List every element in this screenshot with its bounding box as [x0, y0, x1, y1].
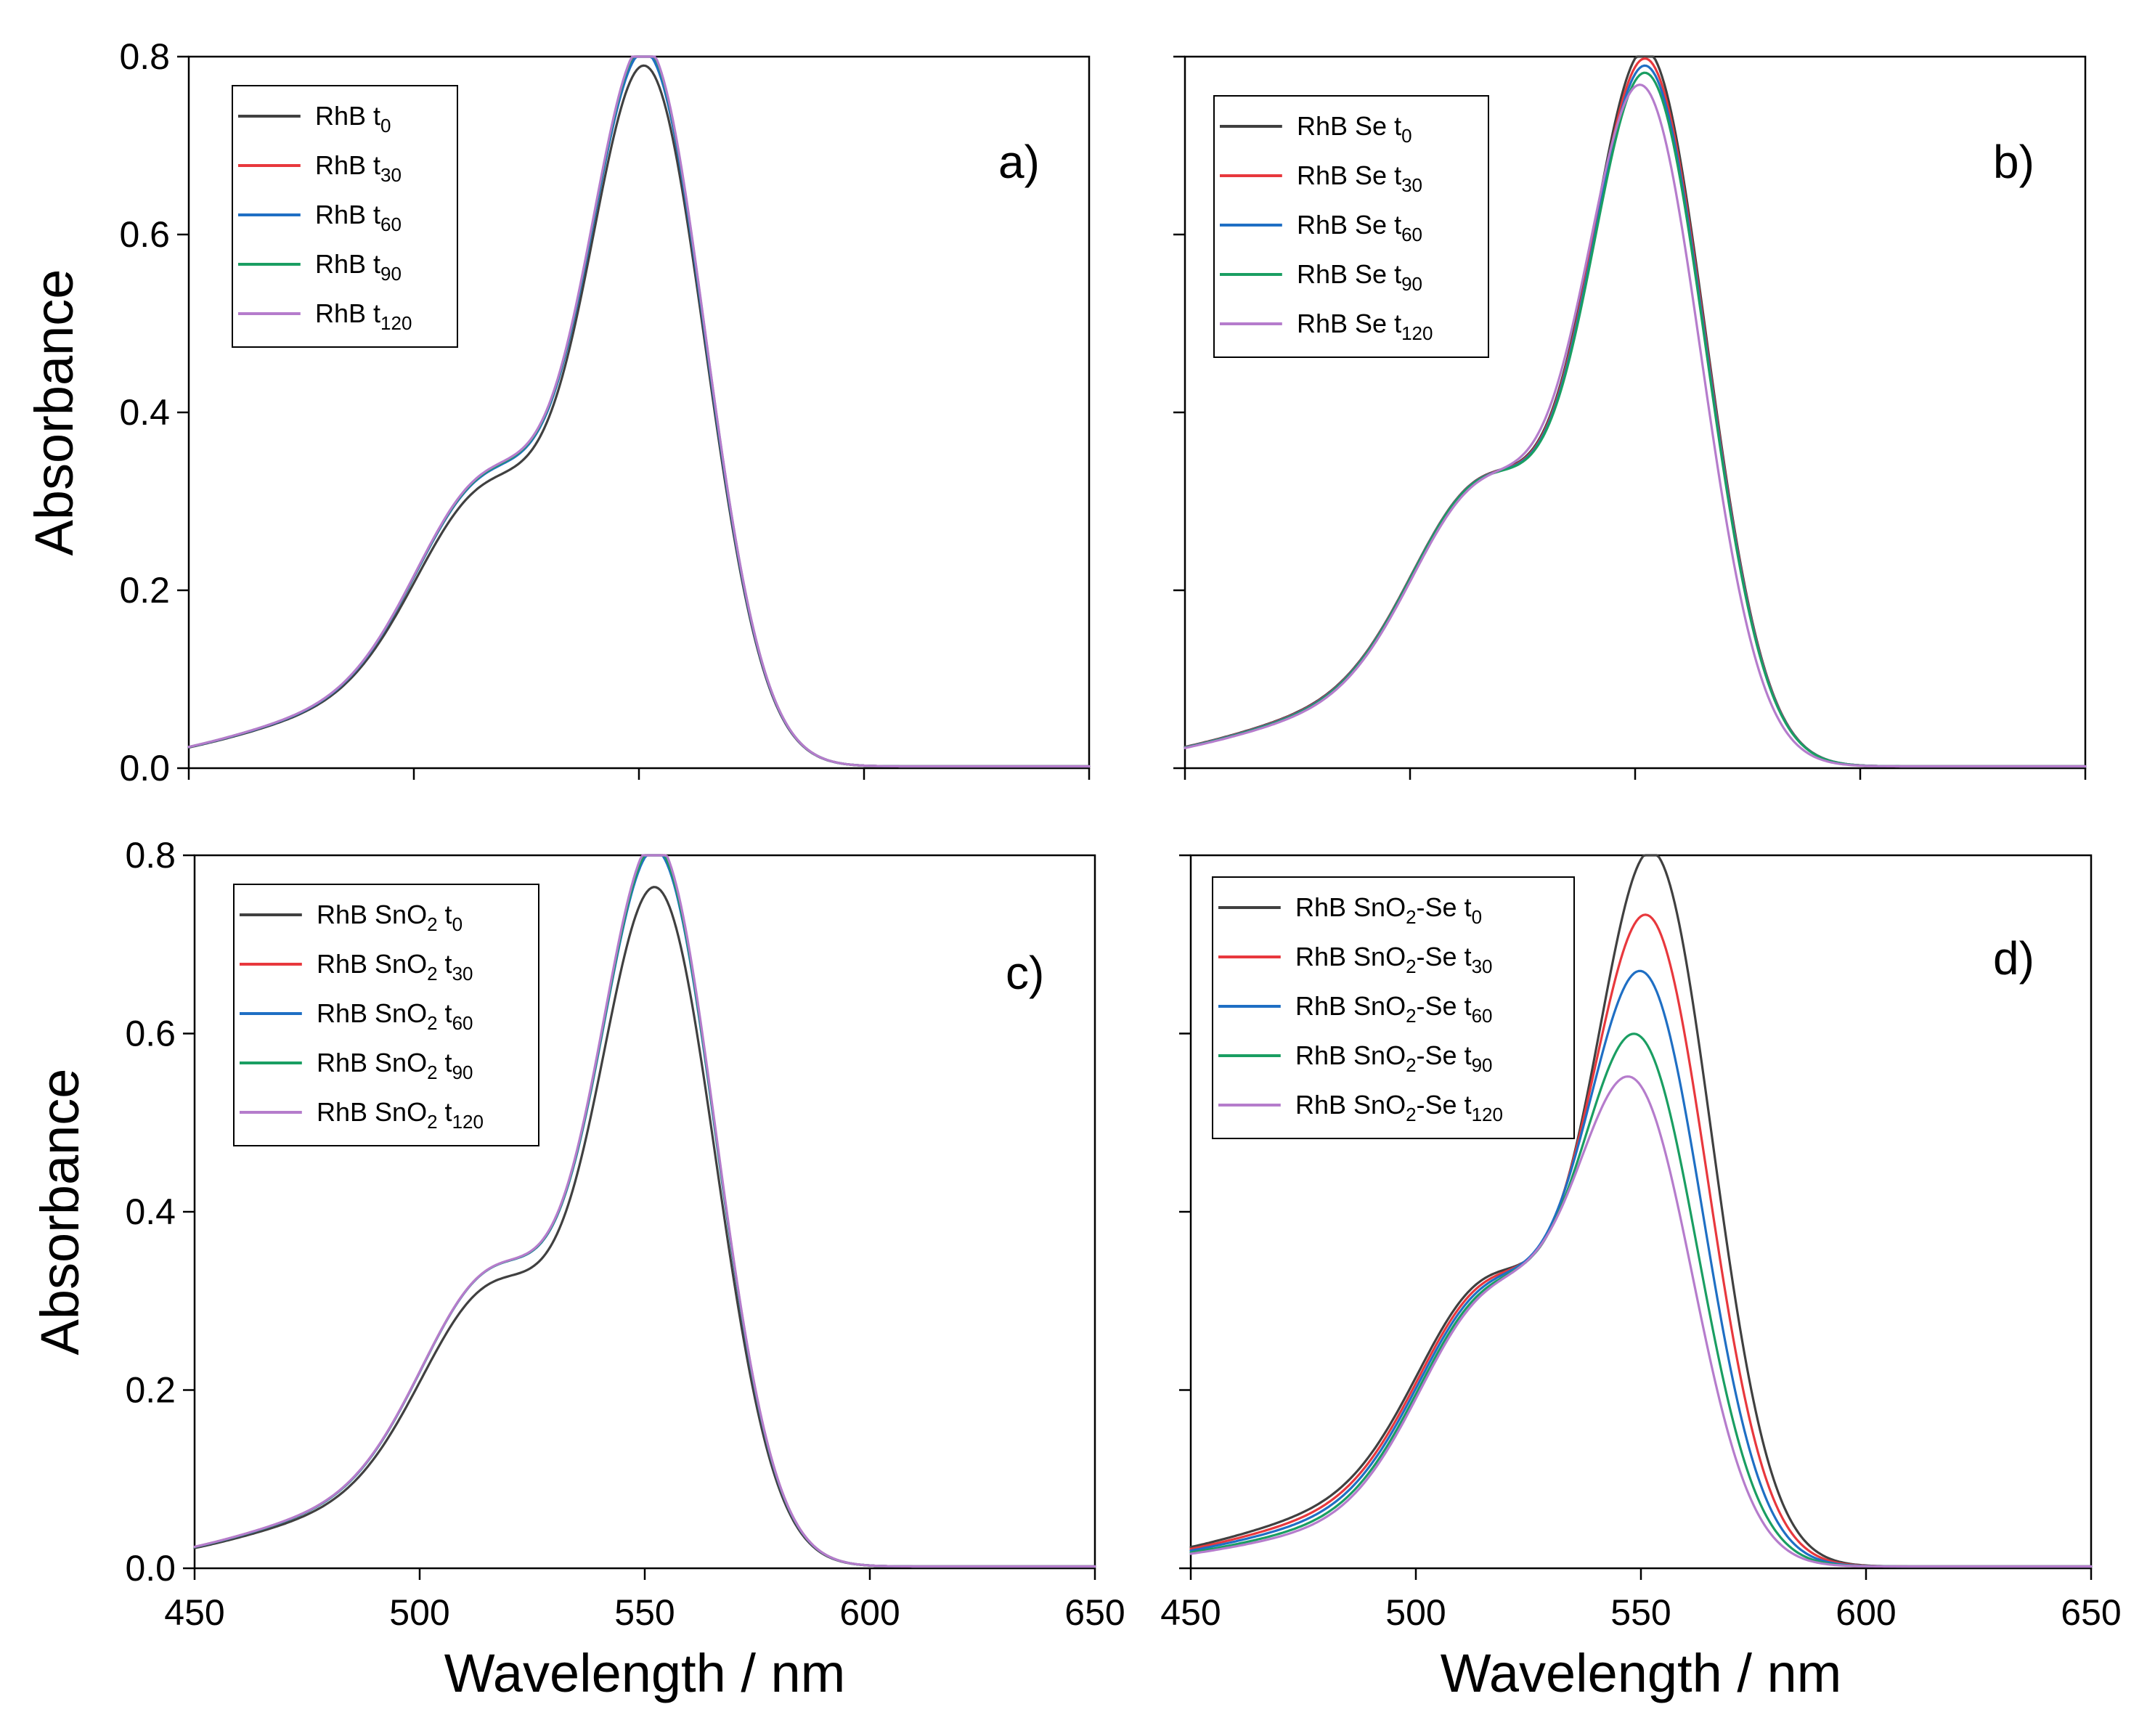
panel-b: b) RhB Se t0 RhB Se t30 RhB Se t60 RhB Se t9… — [1173, 55, 2087, 780]
panel-label-d: d) — [1993, 932, 2034, 985]
series-line-d-t120 — [1189, 1075, 2093, 1568]
legend-label-a-t90: RhB t90 — [315, 249, 402, 285]
legend-d: RhB SnO2-Se t0 RhB SnO2-Se t30 RhB SnO2-Se… — [1212, 876, 1575, 1139]
y-tick-label-a-1: 0.2 — [119, 570, 170, 611]
legend-label-d-t60: RhB SnO2-Se t60 — [1295, 991, 1493, 1027]
legend-label-b-t90: RhB Se t90 — [1297, 259, 1422, 295]
panel-a: 0.0 0.2 0.4 0.6 0.8 Absorbance a) RhB t0 RhB t30… — [24, 36, 1091, 788]
series-line-c-t120 — [193, 854, 1096, 1568]
legend-label-d-t30: RhB SnO2-Se t30 — [1295, 942, 1493, 977]
y-tick-label-c-2: 0.4 — [125, 1191, 176, 1232]
legend-label-b-t60: RhB Se t60 — [1297, 210, 1422, 245]
legend-label-c-t30: RhB SnO2 t30 — [317, 949, 473, 985]
x-tick-label-c-0: 450 — [164, 1592, 224, 1633]
x-tick-label-c-2: 550 — [614, 1592, 675, 1633]
legend-label-c-t90: RhB SnO2 t90 — [317, 1048, 473, 1083]
x-tick-label-d-3: 600 — [1836, 1592, 1896, 1633]
legend-label-b-t30: RhB Se t30 — [1297, 160, 1422, 196]
legend-label-c-t120: RhB SnO2 t120 — [317, 1097, 484, 1133]
x-tick-label-d-1: 500 — [1385, 1592, 1446, 1633]
panel-c: 450 500 550 600 650 0.0 0.2 0.4 0.6 0.8 Absorbance… — [30, 835, 1125, 1703]
y-tick-label-c-3: 0.6 — [125, 1014, 176, 1054]
y-tick-label-c-4: 0.8 — [125, 835, 176, 876]
legend-a: RhB t0 RhB t30 RhB t60 RhB t90 RhB t120 — [232, 85, 458, 348]
y-tick-label-a-2: 0.4 — [119, 392, 170, 433]
legend-label-a-t60: RhB t60 — [315, 200, 402, 235]
x-tick-label-d-2: 550 — [1610, 1592, 1671, 1633]
panel-d: 450 500 550 600 650 Wavelength / nm d) RhB SnO2… — [1160, 854, 2122, 1703]
legend-label-d-t90: RhB SnO2-Se t90 — [1295, 1040, 1493, 1076]
x-tick-label-d-4: 650 — [2061, 1592, 2121, 1633]
series-line-a-t120 — [187, 55, 1091, 768]
y-tick-label-c-0: 0.0 — [125, 1548, 176, 1589]
x-tick-label-d-0: 450 — [1160, 1592, 1221, 1633]
panel-label-a: a) — [998, 136, 1040, 188]
y-tick-label-c-1: 0.2 — [125, 1370, 176, 1411]
series-line-b-t120 — [1184, 83, 2087, 768]
x-axis-title-c: Wavelength / nm — [444, 1643, 846, 1703]
y-tick-label-a-3: 0.6 — [119, 214, 170, 255]
y-tick-label-a-4: 0.8 — [119, 36, 170, 77]
legend-label-b-t120: RhB Se t120 — [1297, 309, 1433, 344]
panel-label-c: c) — [1006, 947, 1044, 999]
x-axis-title-d: Wavelength / nm — [1441, 1643, 1842, 1703]
legend-label-c-t60: RhB SnO2 t60 — [317, 998, 473, 1034]
x-tick-label-c-1: 500 — [389, 1592, 449, 1633]
legend-label-a-t30: RhB t30 — [315, 150, 402, 186]
legend-label-b-t0: RhB Se t0 — [1297, 111, 1412, 147]
x-tick-label-c-4: 650 — [1064, 1592, 1125, 1633]
legend-label-d-t0: RhB SnO2-Se t0 — [1295, 892, 1482, 928]
legend-label-d-t120: RhB SnO2-Se t120 — [1295, 1090, 1503, 1125]
legend-label-c-t0: RhB SnO2 t0 — [317, 900, 463, 935]
legend-b: RhB Se t0 RhB Se t30 RhB Se t60 RhB Se t90 R… — [1213, 95, 1489, 358]
legend-label-a-t0: RhB t0 — [315, 101, 391, 136]
legend-c: RhB SnO2 t0 RhB SnO2 t30 RhB SnO2 t60 RhB S… — [233, 884, 539, 1146]
panel-label-b: b) — [1993, 136, 2034, 188]
y-tick-label-a-0: 0.0 — [119, 748, 170, 788]
y-axis-title-a: Absorbance — [24, 269, 84, 556]
y-axis-title-c: Absorbance — [30, 1069, 90, 1356]
legend-label-a-t120: RhB t120 — [315, 298, 412, 334]
x-tick-label-c-3: 600 — [839, 1592, 900, 1633]
